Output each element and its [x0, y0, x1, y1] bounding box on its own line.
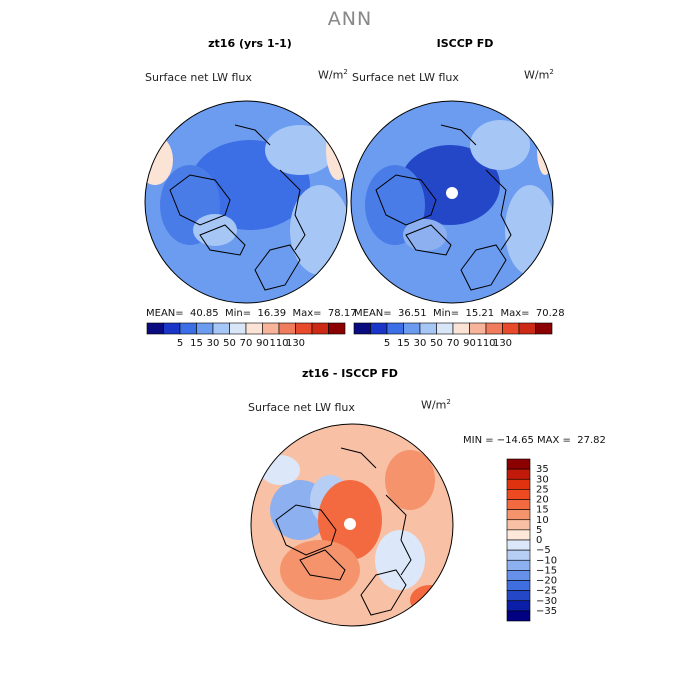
colorbar-1-swatch	[262, 322, 280, 335]
colorbar-2-tick-label: 130	[493, 338, 512, 349]
colorbar-3-swatch	[506, 539, 531, 551]
panel-1-title: zt16 (yrs 1-1)	[208, 37, 292, 50]
colorbar-1-tick-label: 5	[177, 338, 183, 349]
panel-2-stats: MEAN= 36.51 Min= 15.21 Max= 70.28	[354, 308, 565, 319]
panel-2-units: W/m2	[524, 68, 554, 82]
panel-2-title: ISCCP FD	[436, 37, 494, 50]
colorbar-3-swatch	[506, 489, 531, 500]
colorbar-2-tick-label: 70	[447, 338, 460, 349]
colorbar-3-tick-label: 0	[536, 535, 542, 546]
panel-1-units: W/m2	[318, 68, 348, 82]
colorbar-1-swatch	[295, 322, 313, 335]
colorbar-3-swatch	[506, 610, 531, 622]
colorbar-3-swatch	[506, 570, 531, 581]
map-2-border	[350, 100, 554, 304]
colorbar-1-tick-label: 50	[223, 338, 236, 349]
colorbar-1-swatch	[163, 322, 181, 335]
colorbar-3-swatch	[506, 549, 531, 561]
colorbar-3-tick-label: 5	[536, 525, 542, 536]
panel-3-stats: MIN = −14.65 MAX = 27.82	[463, 435, 606, 446]
colorbar-1-swatch	[278, 322, 296, 335]
colorbar-1-tick-label: 15	[190, 338, 203, 349]
colorbar-3-swatch	[506, 509, 531, 521]
colorbar-1-swatch	[146, 322, 164, 335]
colorbar-2-tick-label: 30	[414, 338, 427, 349]
map-2	[351, 101, 553, 303]
colorbar-2-swatch	[452, 322, 470, 335]
colorbar-2-swatch	[485, 322, 503, 335]
colorbar-2-swatch	[353, 322, 371, 335]
colorbar-2-tick-label: 5	[384, 338, 390, 349]
colorbar-2-swatch	[370, 322, 388, 335]
colorbar-2-swatch	[502, 322, 520, 335]
main-title: ANN	[327, 8, 373, 30]
colorbar-3-tick-label: −15	[536, 565, 557, 576]
colorbar-2-swatch	[403, 322, 421, 335]
colorbar-2-swatch	[436, 322, 454, 335]
map-1-border	[144, 100, 348, 304]
colorbar-3-swatch	[506, 478, 531, 490]
colorbar-3-swatch	[506, 519, 531, 531]
colorbar-3-swatch	[506, 468, 531, 480]
colorbar-2-swatch	[469, 322, 487, 335]
colorbar-1-tick-label: 30	[207, 338, 220, 349]
colorbar-3-swatch	[506, 580, 531, 591]
colorbar-3-swatch	[506, 559, 531, 571]
colorbar-1-tick-label: 110	[269, 338, 288, 349]
panel-3-units: W/m2	[421, 398, 451, 412]
colorbar-2-tick-label: 15	[397, 338, 410, 349]
colorbar-3-swatch	[506, 600, 531, 612]
colorbar-3-tick-label: −10	[536, 555, 557, 566]
colorbar-2-swatch	[518, 322, 536, 335]
panel-1-stats: MEAN= 40.85 Min= 16.39 Max= 78.17	[146, 308, 357, 319]
colorbar-1-tick-label: 90	[256, 338, 269, 349]
colorbar-3-tick-label: 20	[536, 495, 549, 506]
colorbar-1-tick-label: 70	[240, 338, 253, 349]
colorbar-3-tick-label: −25	[536, 586, 557, 597]
colorbar-3-tick-label: 15	[536, 505, 549, 516]
panel-2-field-label: Surface net LW flux	[352, 71, 459, 84]
map-1	[145, 101, 347, 303]
colorbar-3-tick-label: −30	[536, 596, 557, 607]
colorbar-2-swatch	[419, 322, 437, 335]
colorbar-1-tick-label: 130	[286, 338, 305, 349]
colorbar-1-swatch	[179, 322, 197, 335]
colorbar-3-tick-label: 25	[536, 484, 549, 495]
colorbar-3-swatch	[506, 458, 531, 470]
map-3-border	[250, 423, 454, 627]
colorbar-1-swatch	[245, 322, 263, 335]
colorbar-1-swatch	[196, 322, 214, 335]
colorbar-3-swatch	[506, 529, 531, 541]
colorbar-1-swatch	[229, 322, 247, 335]
panel-1-field-label: Surface net LW flux	[145, 71, 252, 84]
colorbar-2-tick-label: 90	[463, 338, 476, 349]
colorbar-3-tick-label: −5	[536, 545, 551, 556]
panel-3-field-label: Surface net LW flux	[248, 401, 355, 414]
colorbar-3-tick-label: 30	[536, 474, 549, 485]
colorbar-2-tick-label: 110	[476, 338, 495, 349]
colorbar-3-swatch	[506, 590, 531, 602]
colorbar-3-tick-label: 10	[536, 515, 549, 526]
colorbar-2-swatch	[386, 322, 404, 335]
map-3	[251, 424, 453, 626]
colorbar-1-swatch	[212, 322, 230, 335]
colorbar-3-tick-label: −35	[536, 606, 557, 617]
colorbar-2-swatch	[535, 322, 553, 335]
colorbar-1-swatch	[311, 322, 329, 335]
panel-3-title: zt16 - ISCCP FD	[302, 367, 398, 380]
colorbar-3-tick-label: −20	[536, 576, 557, 587]
colorbar-2-tick-label: 50	[430, 338, 443, 349]
colorbar-1-swatch	[328, 322, 346, 335]
colorbar-3-swatch	[506, 499, 531, 510]
colorbar-3-tick-label: 35	[536, 464, 549, 475]
